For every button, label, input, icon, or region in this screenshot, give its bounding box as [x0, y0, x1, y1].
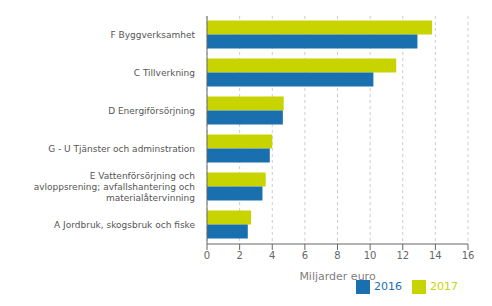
html-text:2016: 2016 [374, 280, 402, 293]
svg-text:8: 8 [334, 250, 340, 261]
svg-text:10: 10 [364, 250, 377, 261]
svg-text:E Vattenförsörjning ochavlopps: E Vattenförsörjning ochavloppsrening; av… [34, 171, 195, 203]
svg-text:C Tillverkning: C Tillverkning [134, 68, 195, 78]
svg-text:6: 6 [302, 250, 308, 261]
svg-text:F Byggverksamhet: F Byggverksamhet [111, 30, 196, 40]
svg-text:0: 0 [204, 250, 210, 261]
html-text:2017: 2017 [430, 280, 458, 293]
svg-text:2: 2 [236, 250, 242, 261]
svg-text:D Energiförsörjning: D Energiförsörjning [108, 106, 195, 116]
svg-text:A Jordbruk, skogsbruk och fisk: A Jordbruk, skogsbruk och fiske [54, 220, 195, 230]
svg-text:4: 4 [269, 250, 275, 261]
svg-text:Miljarder euro: Miljarder euro [299, 270, 376, 283]
svg-text:G - U Tjänster och adminstrati: G - U Tjänster och adminstration [48, 144, 195, 154]
svg-text:14: 14 [429, 250, 442, 261]
svg-text:12: 12 [396, 250, 409, 261]
svg-text:16: 16 [462, 250, 475, 261]
